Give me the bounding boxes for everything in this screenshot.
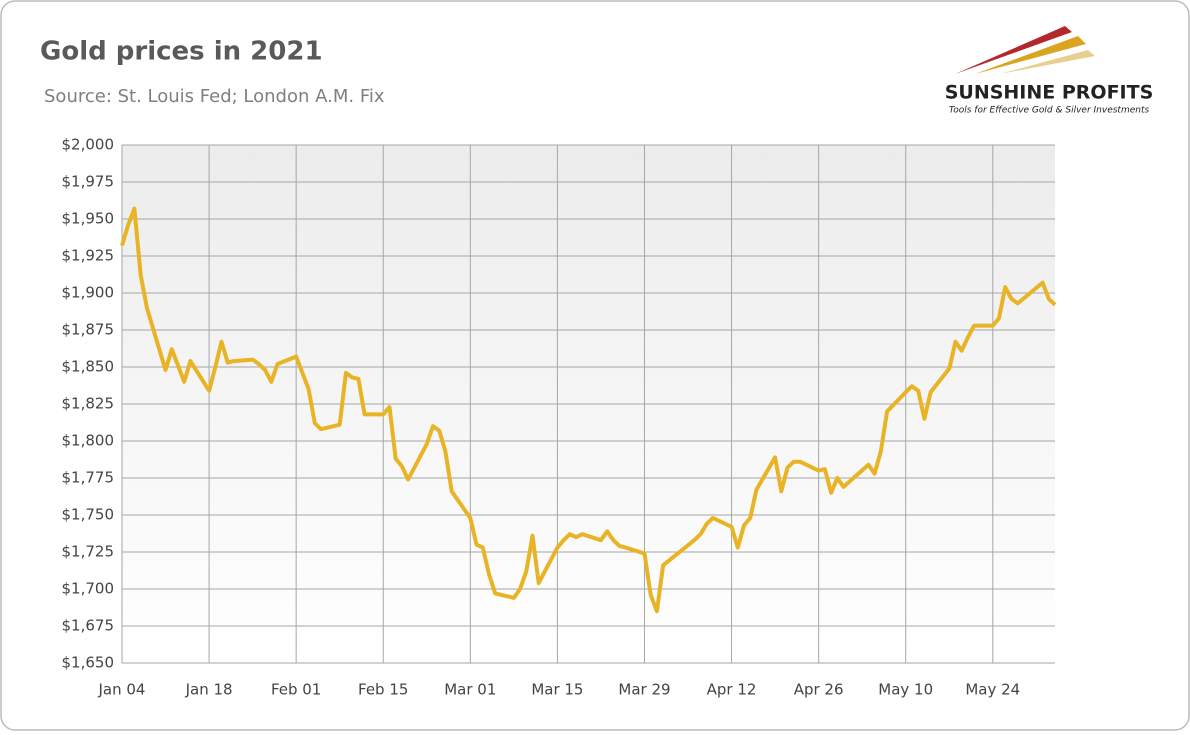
y-tick-label: $1,975	[62, 173, 115, 191]
x-tick-label: Mar 01	[444, 681, 496, 699]
y-tick-label: $1,925	[62, 247, 115, 265]
logo-name: SUNSHINE PROFITS	[945, 82, 1154, 104]
logo-tagline: Tools for Effective Gold & Silver Invest…	[949, 106, 1150, 116]
logo: SUNSHINE PROFITS Tools for Effective Gol…	[945, 26, 1154, 116]
y-tick-label: $1,800	[62, 432, 115, 450]
x-tick-label: Feb 01	[271, 681, 321, 699]
y-tick-label: $1,825	[62, 395, 115, 413]
x-tick-label: Feb 15	[358, 681, 408, 699]
x-tick-label: Jan 04	[98, 681, 146, 699]
y-tick-label: $2,000	[62, 136, 115, 154]
y-tick-label: $1,900	[62, 284, 115, 302]
y-tick-label: $1,700	[62, 580, 115, 598]
price-line	[120, 206, 1057, 614]
x-tick-label: May 24	[965, 681, 1020, 699]
x-tick-label: Apr 12	[707, 681, 757, 699]
y-tick-label: $1,850	[62, 358, 115, 376]
y-tick-label: $1,875	[62, 321, 115, 339]
chart-subtitle: Source: St. Louis Fed; London A.M. Fix	[44, 86, 385, 107]
logo-swoosh	[955, 26, 1072, 74]
logo-swoosh	[1000, 50, 1095, 74]
x-tick-label: Mar 15	[531, 681, 583, 699]
x-tick-label: May 10	[878, 681, 933, 699]
chart-title: Gold prices in 2021	[40, 37, 323, 67]
x-tick-label: Jan 18	[185, 681, 233, 699]
y-tick-label: $1,775	[62, 469, 115, 487]
y-tick-label: $1,750	[62, 506, 115, 524]
y-tick-label: $1,950	[62, 210, 115, 228]
logo-swoosh	[975, 36, 1086, 74]
y-tick-label: $1,725	[62, 543, 115, 561]
y-tick-label: $1,650	[62, 654, 115, 672]
x-tick-label: Mar 29	[618, 681, 670, 699]
y-tick-label: $1,675	[62, 617, 115, 635]
x-tick-label: Apr 26	[794, 681, 844, 699]
